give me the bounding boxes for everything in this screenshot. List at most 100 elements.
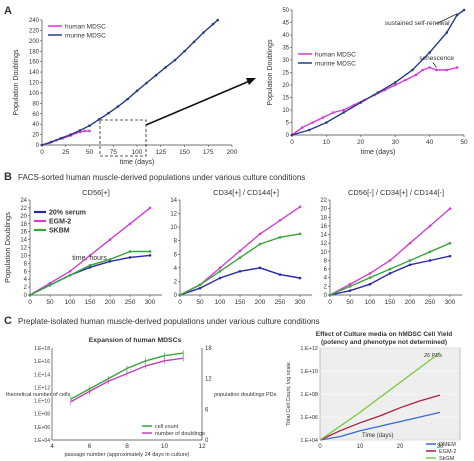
y-tick-label: 0 bbox=[324, 293, 328, 299]
y-tick-label: 35 bbox=[282, 46, 289, 52]
data-point bbox=[311, 121, 314, 124]
y-tick-label: 1.E+08 bbox=[34, 412, 50, 418]
x-tick-label: 50 bbox=[346, 299, 354, 306]
x-axis-label: passage number (approximately 24 days in… bbox=[64, 452, 189, 458]
annotation-arrow bbox=[432, 62, 437, 68]
y-tick-label: 8 bbox=[24, 261, 28, 267]
data-point bbox=[59, 136, 63, 140]
panel-title-c: Preplate-isolated human muscle-derived p… bbox=[18, 317, 320, 326]
chart-title-cont: (potency and phenotype not determined) bbox=[321, 339, 447, 346]
y-tick-label: 12 bbox=[20, 246, 27, 252]
y-tick-label: 0 bbox=[174, 293, 178, 299]
data-point bbox=[301, 126, 304, 129]
data-point bbox=[448, 254, 452, 258]
y-tick-label: 200 bbox=[29, 39, 40, 45]
legend-label: cell count bbox=[155, 424, 179, 430]
data-point bbox=[455, 66, 459, 69]
data-point bbox=[218, 276, 222, 280]
x-tick-label: 10 bbox=[323, 139, 331, 146]
x-tick-label: 200 bbox=[255, 299, 266, 306]
data-point bbox=[393, 83, 397, 87]
chart-c1: Expansion of human MDSCs 4 6 8 10 12 1.E+04 1.E… bbox=[6, 337, 277, 458]
data-point bbox=[298, 276, 302, 280]
y-tick-label: 2 bbox=[24, 285, 28, 291]
chart-b1: 0 50 100 150 200 250 300024681012141618202224C… bbox=[3, 188, 162, 306]
data-point bbox=[388, 259, 392, 262]
y-tick-label: 6 bbox=[24, 269, 28, 275]
y-tick-label: 1.E+10 bbox=[300, 369, 318, 375]
panel-title-b: FACS-sorted human muscle-derived populat… bbox=[18, 173, 305, 182]
x-tick-label: 0 bbox=[318, 444, 322, 450]
y-tick-label: 120 bbox=[29, 81, 40, 87]
data-point bbox=[408, 263, 412, 267]
x-tick-label: 40 bbox=[426, 139, 434, 146]
data-point bbox=[218, 269, 222, 273]
x-tick-label: 30 bbox=[392, 139, 400, 146]
y-tick-label: 240 bbox=[29, 18, 40, 24]
y-tick-label: 80 bbox=[32, 101, 39, 107]
data-point bbox=[116, 105, 120, 108]
y-tick-label: 10 bbox=[170, 225, 177, 231]
data-point bbox=[50, 140, 53, 144]
data-point bbox=[428, 250, 432, 254]
legend-label: human MDSC bbox=[315, 52, 356, 59]
y-tick-label: 15 bbox=[282, 96, 289, 102]
data-point bbox=[328, 293, 332, 297]
series-line bbox=[41, 19, 219, 146]
data-point bbox=[348, 289, 352, 292]
y-tick-label-right: 6 bbox=[205, 407, 209, 413]
data-point bbox=[68, 273, 72, 277]
data-point bbox=[408, 259, 412, 262]
y-tick-label: 10 bbox=[282, 108, 289, 114]
y-tick-label: 2 bbox=[174, 279, 178, 285]
data-point bbox=[192, 40, 196, 44]
data-point bbox=[148, 254, 152, 257]
x-tick-label: 150 bbox=[179, 149, 190, 156]
x-tick-label: 10 bbox=[357, 444, 364, 450]
x-tick-label: 150 bbox=[385, 299, 396, 306]
y-tick-label: 14 bbox=[170, 198, 177, 204]
y-tick-label: 1.E+12 bbox=[300, 346, 318, 352]
chart-a1: 0 25 50 75 100 125 150 175 200 0 20 40 60 80 100 120 140… bbox=[13, 18, 238, 166]
series-line bbox=[329, 208, 451, 296]
data-point bbox=[164, 66, 167, 69]
x-tick-label: 12 bbox=[198, 443, 206, 450]
data-point bbox=[404, 78, 407, 82]
data-point bbox=[331, 111, 335, 114]
data-point bbox=[435, 68, 438, 72]
data-point bbox=[278, 219, 282, 222]
data-point bbox=[388, 267, 392, 271]
y-tick-label: 0 bbox=[286, 133, 290, 139]
panel-letter-a: A bbox=[4, 5, 12, 17]
x-tick-label: 50 bbox=[196, 299, 204, 306]
x-tick-label: 200 bbox=[227, 149, 238, 156]
data-point bbox=[448, 241, 452, 245]
y-tick-label: 40 bbox=[282, 33, 289, 39]
x-tick-label: 300 bbox=[145, 299, 156, 306]
chart-c2: Effect of Culture media on hMDSC Cell Yi… bbox=[286, 331, 461, 461]
legend-label: 20% serum bbox=[49, 210, 86, 217]
data-point bbox=[154, 73, 158, 77]
data-point bbox=[198, 283, 202, 287]
y-tick-label: 1.E+12 bbox=[34, 385, 50, 391]
data-point bbox=[359, 101, 363, 104]
data-point bbox=[211, 22, 215, 26]
data-point bbox=[108, 260, 112, 263]
data-point bbox=[388, 272, 392, 275]
y-tick-label: 25 bbox=[282, 71, 289, 77]
x-tick-label: 20 bbox=[357, 139, 365, 146]
x-tick-label: 100 bbox=[65, 299, 76, 306]
data-point bbox=[321, 116, 325, 119]
y-tick-label: 20 bbox=[282, 83, 289, 89]
data-point bbox=[198, 286, 202, 290]
data-point bbox=[393, 81, 397, 84]
data-point bbox=[307, 128, 311, 132]
data-point bbox=[290, 133, 294, 137]
data-point bbox=[298, 205, 302, 209]
data-point bbox=[258, 266, 262, 270]
data-point bbox=[128, 256, 132, 259]
legend-label: EGM-2 bbox=[49, 219, 71, 226]
data-point bbox=[145, 81, 148, 85]
y-axis-label-left: theoretical number of cells bbox=[6, 392, 70, 398]
